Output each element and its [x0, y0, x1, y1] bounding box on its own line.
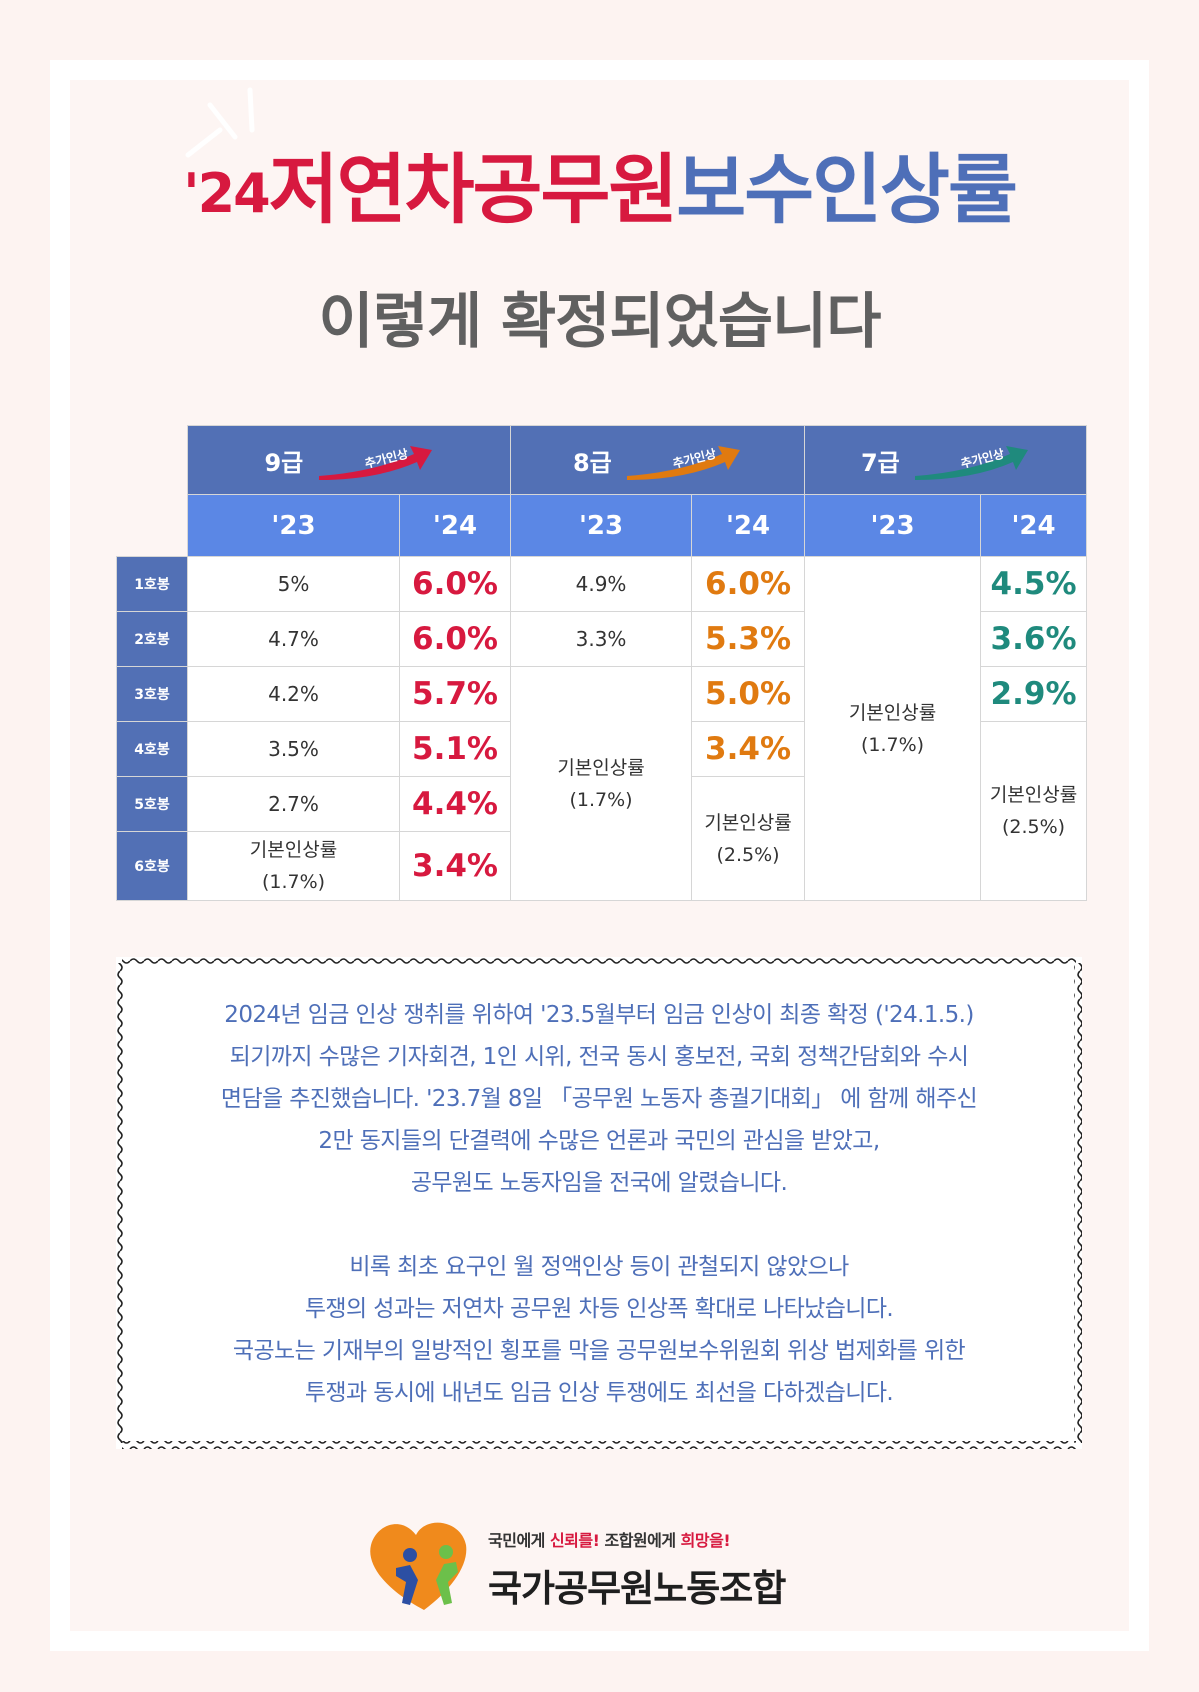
- rate-table: 9급 추가인상 8급 추가인상 7급 추가인상 '23 '24 '23 '24 …: [116, 425, 1088, 901]
- g9-prev-cell: 4.2%: [187, 666, 400, 722]
- g9-prev-base-cell: 기본인상률 (1.7%): [187, 831, 400, 901]
- g8-next-cell: 3.4%: [691, 721, 806, 777]
- g8-prev-cell: 3.3%: [510, 611, 693, 667]
- step-label: 4호봉: [116, 721, 188, 777]
- grade-9-header: 9급 추가인상: [186, 425, 512, 495]
- title-red: 저연차공무원: [268, 145, 679, 234]
- g8-prev-base-cell: 기본인상률 (1.7%): [510, 666, 693, 901]
- g7-next-cell: 3.6%: [980, 611, 1088, 667]
- step-label: 6호봉: [116, 831, 188, 901]
- sparkle-decoration: [185, 87, 255, 158]
- page-title: '24저연차공무원보수인상률: [0, 140, 1199, 244]
- notice-line: 국공노는 기재부의 일방적인 횡포를 막을 공무원보수위원회 위상 법제화를 위…: [232, 1338, 966, 1364]
- g9-next-cell: 4.4%: [398, 776, 512, 832]
- g8-next-cell: 6.0%: [691, 556, 806, 612]
- g8-next-cell: 5.3%: [691, 611, 806, 667]
- step-label: 3호봉: [116, 666, 188, 722]
- arrow-up-icon: 추가인상: [627, 446, 741, 480]
- g7-prev-base-cell: 기본인상률 (1.7%): [804, 556, 982, 901]
- union-logo-icon: [370, 1522, 467, 1610]
- grade-8-header: 8급 추가인상: [510, 425, 806, 495]
- g7-next-base-cell: 기본인상률 (2.5%): [980, 721, 1088, 901]
- g9-year-next: '24: [398, 494, 512, 557]
- g9-next-cell: 6.0%: [398, 556, 512, 612]
- g8-year-next: '24: [691, 494, 806, 557]
- g8-year-prev: '23: [510, 494, 693, 557]
- step-label: 1호봉: [116, 556, 188, 612]
- notice-border: [116, 957, 1082, 1449]
- g9-prev-cell: 2.7%: [187, 776, 400, 832]
- g9-prev-cell: 4.7%: [187, 611, 400, 667]
- notice-line: 공무원도 노동자임을 전국에 알렸습니다.: [410, 1170, 788, 1196]
- g9-next-cell: 6.0%: [398, 611, 512, 667]
- g8-next-cell: 5.0%: [691, 666, 806, 722]
- g7-year-prev: '23: [804, 494, 982, 557]
- arrow-up-icon: 추가인상: [318, 446, 432, 480]
- footer-slogan: 국민에게 신뢰를! 조합원에게 희망을!: [488, 1531, 731, 1550]
- step-label: 5호봉: [116, 776, 188, 832]
- notice-line: 되기까지 수많은 기자회견, 1인 시위, 전국 동시 홍보전, 국회 정책간담…: [229, 1044, 969, 1070]
- notice-line: 투쟁과 동시에 내년도 임금 인상 투쟁에도 최선을 다하겠습니다.: [304, 1380, 894, 1406]
- page-subtitle: 이렇게 확정되었습니다: [318, 287, 882, 357]
- notice-line: 2024년 임금 인상 쟁취를 위하여 '23.5월부터 임금 인상이 최종 확…: [224, 1002, 974, 1028]
- g9-year-prev: '23: [187, 494, 400, 557]
- notice-line: 투쟁의 성과는 저연차 공무원 차등 인상폭 확대로 나타났습니다.: [304, 1296, 894, 1322]
- g9-next-cell: 5.1%: [398, 721, 512, 777]
- g7-next-cell: 4.5%: [980, 556, 1088, 612]
- g9-prev-cell: 5%: [187, 556, 400, 612]
- notice-line: 2만 동지들의 단결력에 수많은 언론과 국민의 관심을 받았고,: [318, 1128, 880, 1154]
- title-blue: 보수인상률: [676, 145, 1018, 234]
- notice-line: 비록 최초 요구인 월 정액인상 등이 관철되지 않았으나: [349, 1254, 849, 1280]
- table-corner: [116, 425, 188, 557]
- notice-line: 면담을 추진했습니다. '23.7월 8일 「공무원 노동자 총궐기대회」 에 …: [220, 1086, 978, 1112]
- g8-next-base-cell: 기본인상률 (2.5%): [691, 776, 806, 901]
- notice-text: 2024년 임금 인상 쟁취를 위하여 '23.5월부터 임금 인상이 최종 확…: [116, 994, 1082, 1414]
- g9-prev-cell: 3.5%: [187, 721, 400, 777]
- footer-org-name: 국가공무원노동조합: [488, 1567, 786, 1610]
- g8-prev-cell: 4.9%: [510, 556, 693, 612]
- step-label: 2호봉: [116, 611, 188, 667]
- g9-next-cell: 5.7%: [398, 666, 512, 722]
- g7-year-next: '24: [980, 494, 1088, 557]
- g7-next-cell: 2.9%: [980, 666, 1088, 722]
- title-year: '24: [183, 162, 271, 225]
- arrow-up-icon: 추가인상: [915, 446, 1029, 480]
- g9-next-cell: 3.4%: [398, 831, 512, 901]
- grade-7-header: 7급 추가인상: [804, 425, 1088, 495]
- notice-gap: [116, 1204, 1082, 1246]
